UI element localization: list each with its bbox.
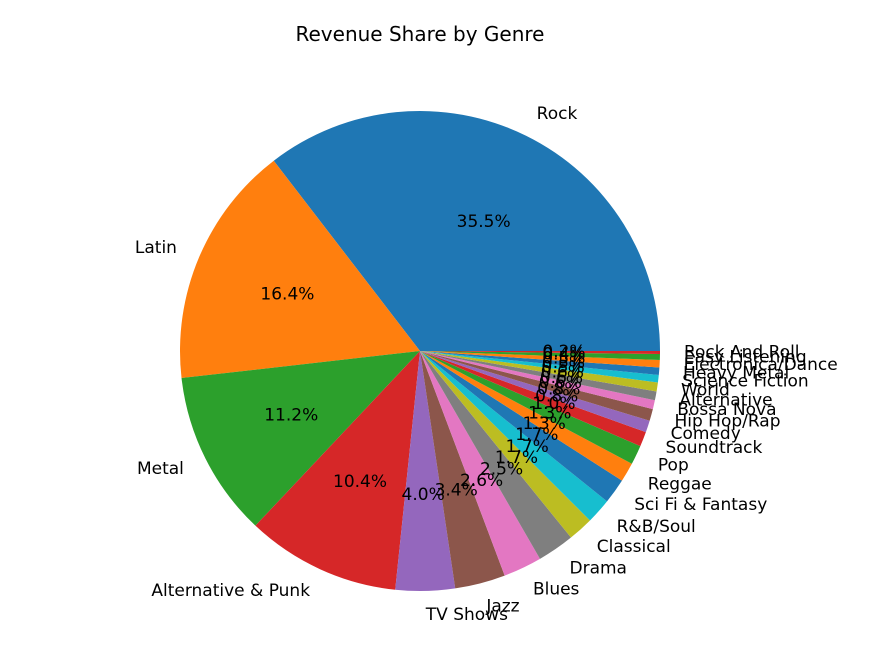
pie-slice-bossa-nova [420,351,655,410]
pie-percent-label: 1.3% [523,414,566,434]
pie-label-blues: Blues [533,580,580,600]
pie-percent-label: 0.5% [542,349,585,369]
pie-percent-label: 1.3% [528,403,571,423]
pie-label-bossa-nova: Bossa Nova [677,400,776,420]
pie-slice-world [420,351,658,392]
pie-label-latin: Latin [135,238,177,258]
pie-percent-label: 0.6% [540,368,583,388]
pie-label-classical: Classical [597,537,671,557]
pie-label-jazz: Jazz [485,597,519,617]
pie-percent-label: 0.8% [537,379,580,399]
pie-percent-label: 0.5% [541,358,584,378]
pie-label-easy-listening: Easy Listening [684,348,807,368]
pie-slices [179,110,660,591]
pie-percent-label: 3.4% [435,480,478,500]
pie-label-drama: Drama [569,559,626,579]
pie-label-rock-and-roll: Rock And Roll [684,343,800,363]
pie-slice-jazz [420,351,505,589]
pie-slice-electronica-dance [420,351,660,368]
pie-percent-label: 0.4% [542,345,585,365]
pie-label-tv-shows: TV Shows [425,605,508,625]
pie-label-electronica-dance: Electronica/Dance [684,355,838,375]
pie-slice-rock [273,110,660,351]
pie-slice-pop [420,351,641,464]
pie-slice-drama [420,351,571,559]
pie-label-sci-fi-fantasy: Sci Fi & Fantasy [634,495,767,515]
pie-slice-heavy-metal [420,351,660,376]
pie-percent-label: 0.6% [541,363,584,383]
pie-slice-r-b-soul [420,351,608,521]
pie-slice-science-fiction [420,351,659,383]
pie-percent-label: 16.4% [260,285,314,305]
pie-label-rock: Rock [537,104,578,124]
pie-percent-label: 35.5% [457,212,511,232]
pie-slice-sci-fi-fantasy [420,351,622,502]
pie-slice-soundtrack [420,351,646,447]
pie-label-reggae: Reggae [648,474,712,494]
pie-label-pop: Pop [658,455,689,475]
chart-title: Revenue Share by Genre [296,22,545,46]
pie-slice-tv-shows [395,351,456,591]
pie-percent-label: 10.4% [333,472,387,492]
pie-slice-reggae [420,351,632,481]
pie-label-soundtrack: Soundtrack [666,438,763,458]
pie-label-comedy: Comedy [671,424,741,444]
pie-slice-alternative [420,351,657,401]
pie-percent-label: 1.7% [515,425,558,445]
pie-label-r-b-soul: R&B/Soul [617,517,696,537]
pie-slice-easy-listening [420,351,660,361]
pie-label-metal: Metal [137,459,184,479]
pie-percent-label: 1.0% [532,394,575,414]
pie-slice-metal [181,351,420,526]
pie-category-labels: Rock Latin Metal Alternative & Punk TV Shows… [135,104,838,625]
pie-label-science-fiction: Science Fiction [682,372,808,392]
pie-label-world: World [681,381,730,401]
pie-percent-label: 0.5% [542,353,585,373]
pie-slice-hip-hop-rap [420,351,653,421]
pie-slice-latin [179,160,420,379]
pie-percent-label: 1.7% [495,448,538,468]
pie-percent-label: 0.2% [542,342,585,362]
pie-percent-labels: 35.5%16.4%11.2%10.4%4.0%3.4%2.6%2.5%1.7%… [260,212,585,505]
pie-percent-label: 4.0% [402,485,445,505]
pie-percent-label: 2.6% [460,471,503,491]
pie-slice-rock-and-roll [420,351,660,355]
pie-percent-label: 2.5% [480,460,523,480]
pie-label-heavy-metal: Heavy Metal [683,363,789,383]
pie-slice-alternative-punk [255,351,420,590]
pie-percent-label: 1.7% [506,437,549,457]
pie-percent-label: 0.6% [539,373,582,393]
pie-percent-label: 11.2% [264,405,318,425]
pie-percent-label: 0.8% [535,386,578,406]
pie-slice-comedy [420,351,650,433]
pie-label-alternative: Alternative [679,390,772,410]
pie-label-alternative-punk: Alternative & Punk [151,581,310,601]
pie-slice-classical [420,351,590,538]
pie-label-hip-hop-rap: Hip Hop/Rap [674,411,780,431]
pie-slice-blues [420,351,540,576]
